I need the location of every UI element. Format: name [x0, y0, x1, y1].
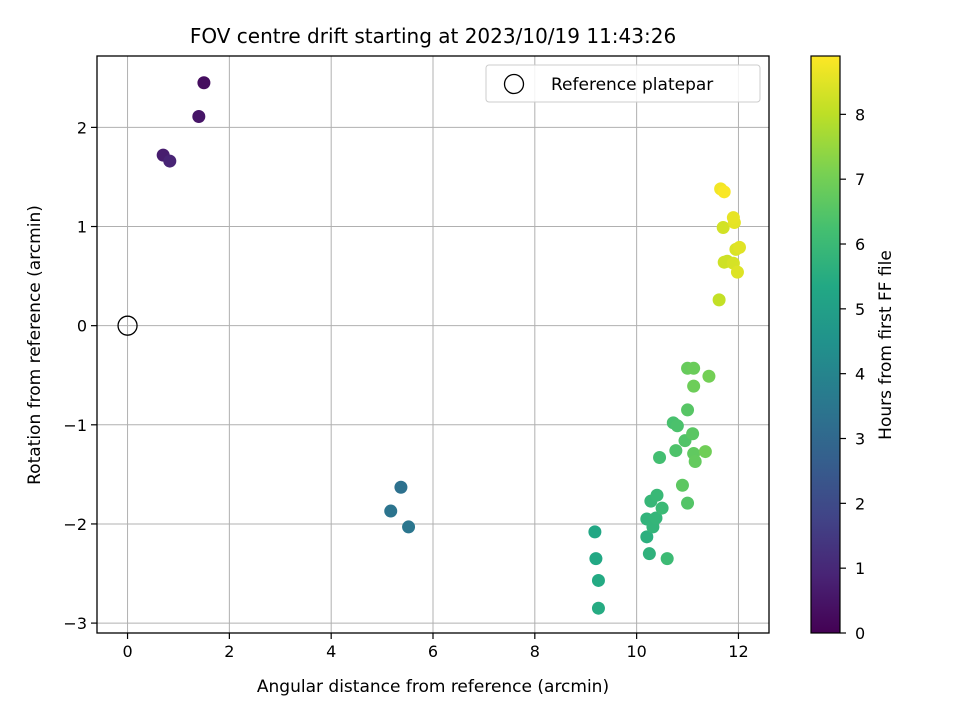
- data-point: [732, 240, 746, 254]
- chart-title: FOV centre drift starting at 2023/10/19 …: [190, 24, 676, 48]
- legend-entry-reference-platepar: Reference platepar: [551, 75, 713, 95]
- colorbar-tick-label: 0: [855, 624, 865, 643]
- data-point: [669, 444, 683, 458]
- data-point: [197, 76, 211, 90]
- data-point: [163, 154, 177, 168]
- colorbar-tick-label: 7: [855, 170, 865, 189]
- data-point: [591, 601, 605, 615]
- data-point: [649, 511, 663, 525]
- x-tick-label: 4: [326, 642, 336, 661]
- data-points: [156, 76, 746, 615]
- y-tick-label: −3: [63, 614, 87, 633]
- data-point: [688, 454, 702, 468]
- data-point: [702, 369, 716, 383]
- x-tick-label: 12: [728, 642, 748, 661]
- y-axis-ticks: −3 −2 −1 0 1 2: [63, 118, 97, 633]
- y-axis-label: Rotation from reference (arcmin): [25, 205, 45, 485]
- data-point: [698, 445, 712, 459]
- x-tick-label: 10: [626, 642, 646, 661]
- data-point: [642, 547, 656, 561]
- colorbar-tick-label: 2: [855, 494, 865, 513]
- data-point: [402, 520, 416, 534]
- data-point: [687, 379, 701, 393]
- y-tick-label: 1: [77, 218, 87, 237]
- data-point: [712, 293, 726, 307]
- data-point: [675, 478, 689, 492]
- data-point: [591, 573, 605, 587]
- y-tick-label: −1: [63, 416, 87, 435]
- data-point: [660, 552, 674, 566]
- y-tick-label: 2: [77, 118, 87, 137]
- data-point: [730, 265, 744, 279]
- data-point: [384, 504, 398, 518]
- data-point: [653, 451, 667, 465]
- reference-platepar-marker: [117, 315, 138, 336]
- colorbar-tick-label: 1: [855, 559, 865, 578]
- colorbar-tick-label: 4: [855, 365, 865, 384]
- data-point: [589, 552, 603, 566]
- data-point: [717, 185, 731, 199]
- reference-layer: [117, 315, 138, 336]
- legend: Reference platepar: [485, 64, 761, 103]
- data-point: [394, 480, 408, 494]
- data-point: [681, 496, 695, 510]
- legend-box: [485, 64, 761, 103]
- colorbar-tick-label: 8: [855, 105, 865, 124]
- data-point: [650, 488, 664, 502]
- y-tick-label: −2: [63, 515, 87, 534]
- data-point: [687, 361, 701, 375]
- data-point: [681, 403, 695, 417]
- x-tick-label: 6: [428, 642, 438, 661]
- colorbar-tick-label: 5: [855, 300, 865, 319]
- x-tick-label: 2: [224, 642, 234, 661]
- colorbar: [810, 55, 841, 634]
- data-point: [640, 530, 654, 544]
- x-tick-label: 0: [122, 642, 132, 661]
- colorbar-label: Hours from first FF file: [876, 250, 896, 440]
- x-tick-label: 8: [530, 642, 540, 661]
- data-point: [716, 221, 730, 235]
- y-tick-label: 0: [77, 317, 87, 336]
- data-point: [670, 419, 684, 433]
- data-point: [686, 427, 700, 441]
- colorbar-tick-label: 6: [855, 235, 865, 254]
- data-point: [588, 525, 602, 539]
- x-axis-label: Angular distance from reference (arcmin): [257, 677, 609, 697]
- legend-marker-reference: [503, 73, 525, 95]
- colorbar-tick-label: 3: [855, 430, 865, 449]
- x-axis-ticks: 0 2 4 6 8 10 12: [122, 633, 749, 661]
- data-point: [192, 109, 206, 123]
- colorbar-ticks: 0 1 2 3 4 5 6 7 8: [840, 105, 865, 643]
- data-point: [655, 501, 669, 515]
- data-point: [726, 211, 740, 225]
- grid: [97, 56, 769, 633]
